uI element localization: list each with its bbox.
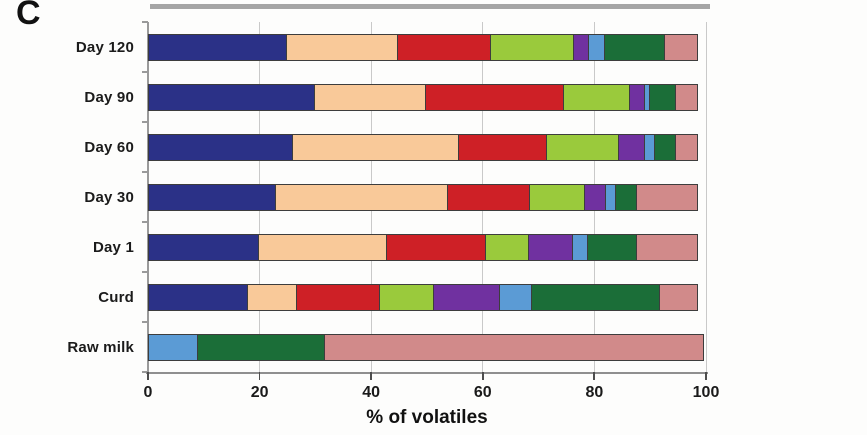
bar-segment-peach [291,133,460,161]
bar-segment-light-blue [571,233,589,261]
bar-row: Day 90 [0,72,867,122]
y-axis-tick [142,171,148,173]
bar-segment-purple [528,233,573,261]
bar-segment-salmon [324,333,704,361]
x-axis-tick [258,372,261,380]
bar-segment-peach [247,283,298,311]
bar-segment-salmon [675,133,698,161]
x-tick-label: 40 [362,384,381,401]
bar-segment-purple [628,83,646,111]
bar-segment-red [385,233,486,261]
bar-track [148,133,706,161]
bar-row: Curd [0,272,867,322]
bar-segment-dark-green [648,83,677,111]
bar-segment-purple [433,283,501,311]
x-tick-label: 100 [692,384,720,401]
bar-segment-light-green [562,83,630,111]
category-label: Raw milk [67,338,134,356]
bar-row: Day 30 [0,172,867,222]
top-divider-bar [150,4,710,9]
x-axis-title: % of volatiles [366,407,488,428]
y-axis-tick [142,221,148,223]
category-label: Day 120 [75,38,134,56]
y-axis-tick [142,371,148,373]
bar-segment-dark-green [587,233,638,261]
bar-segment-dark-green [197,333,326,361]
x-tick-label: 20 [250,384,269,401]
x-axis-tick [481,372,484,380]
bar-segment-peach [275,183,449,211]
y-axis-line [147,22,149,372]
bar-segment-purple [617,133,646,161]
bar-track [148,83,706,111]
bar-segment-dark-green [603,33,666,61]
category-label: Day 90 [84,88,134,106]
bar-segment-navy-blue [148,233,260,261]
bar-segment-salmon [675,83,698,111]
bar-segment-light-green [378,283,435,311]
bar-track [148,33,706,61]
x-tick-label: 0 [143,384,153,401]
bar-segment-salmon [636,183,698,211]
x-tick-label: 80 [585,384,604,401]
bar-segment-red [446,183,531,211]
y-axis-tick [142,21,148,23]
bar-segment-purple [584,183,607,211]
bar-segment-navy-blue [148,133,294,161]
bar-row: Raw milk [0,322,867,372]
bar-segment-dark-green [654,133,677,161]
bar-row: Day 60 [0,122,867,172]
bar-segment-navy-blue [148,33,288,61]
bar-row: Day 120 [0,22,867,72]
bar-segment-salmon [664,33,698,61]
y-axis-tick [142,71,148,73]
x-axis-line [146,372,708,374]
bar-segment-navy-blue [148,283,249,311]
bar-segment-light-green [484,233,530,261]
x-axis-tick [593,372,596,380]
category-label: Curd [98,288,134,306]
bar-segment-peach [314,83,426,111]
y-axis-tick [142,321,148,323]
bar-segment-salmon [636,233,698,261]
bar-row: Day 1 [0,222,867,272]
bar-segment-dark-green [615,183,638,211]
bar-segment-purple [572,33,590,61]
bar-segment-dark-green [531,283,660,311]
bar-track [148,183,706,211]
x-axis-tick [705,372,707,380]
category-label: Day 30 [84,188,134,206]
bar-segment-peach [286,33,398,61]
bar-segment-light-blue [148,333,199,361]
bar-segment-light-blue [588,33,606,61]
bar-segment-red [458,133,548,161]
bar-segment-light-green [546,133,619,161]
gridline-100 [705,22,707,372]
bar-segment-salmon [658,283,698,311]
bar-track [148,283,706,311]
bar-segment-red [424,83,565,111]
stacked-bar-chart: Day 120 Day 90 Day 60 Day 30 Day 1 Curd Raw mi… [0,22,867,372]
bar-segment-light-green [490,33,575,61]
bar-segment-light-green [529,183,586,211]
panel-label: C [16,0,41,32]
bar-track [148,333,706,361]
y-axis-tick [142,271,148,273]
category-label: Day 60 [84,138,134,156]
bar-segment-navy-blue [148,183,277,211]
bar-segment-red [396,33,492,61]
bar-segment-navy-blue [148,83,316,111]
x-axis-tick [370,372,372,380]
bar-track [148,233,706,261]
bar-segment-light-blue [499,283,533,311]
x-axis-tick [147,372,149,380]
bar-segment-peach [258,233,387,261]
y-axis-tick [142,121,148,123]
bar-segment-red [296,283,380,311]
x-tick-label: 60 [473,384,492,401]
category-label: Day 1 [92,238,134,256]
